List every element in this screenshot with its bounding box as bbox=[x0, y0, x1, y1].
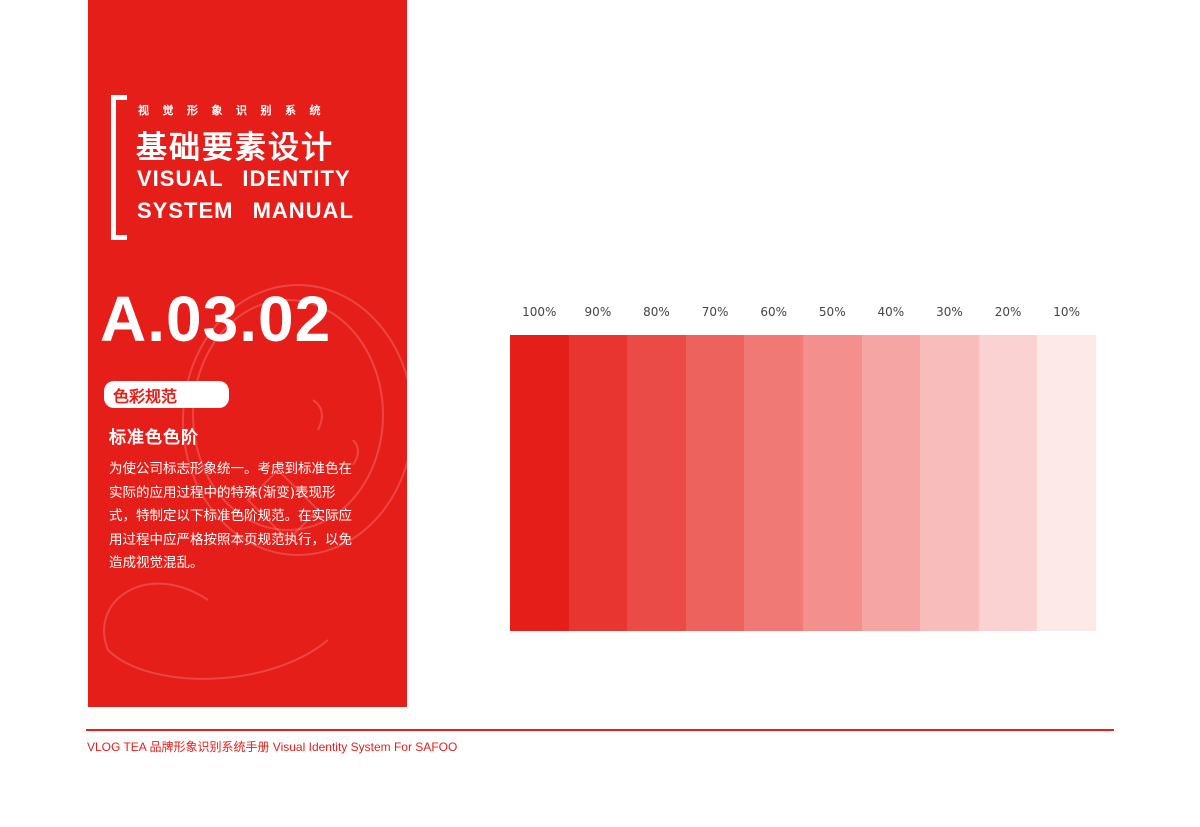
tint-labels: 100% 90% 80% 70% 60% 50% 40% 30% 20% 10% bbox=[510, 305, 1096, 319]
tint-label: 20% bbox=[994, 305, 1022, 319]
tint-swatches bbox=[510, 335, 1096, 631]
tint-label: 10% bbox=[1053, 305, 1080, 319]
section-code: A.03.02 bbox=[100, 283, 332, 355]
tint-swatch bbox=[744, 335, 803, 631]
tint-label: 50% bbox=[818, 305, 846, 319]
title-english-line-2: SYSTEM MANUAL bbox=[137, 198, 354, 223]
red-side-panel: 视觉形象识别系统 基础要素设计 VISUAL IDENTITY SYSTEM M… bbox=[88, 0, 407, 707]
subtitle: 视觉形象识别系统 bbox=[138, 104, 334, 117]
bracket-decoration bbox=[111, 95, 127, 240]
section-heading: 标准色色阶 bbox=[109, 428, 199, 448]
tint-label: 30% bbox=[936, 305, 963, 319]
title-chinese: 基础要素设计 bbox=[136, 130, 334, 166]
section-description: 为使公司标志形象统一。考虑到标准色在实际的应用过程中的特殊(渐变)表现形式，特制… bbox=[109, 461, 352, 571]
tint-label: 80% bbox=[643, 305, 670, 319]
footer-rule bbox=[86, 729, 1114, 731]
section-tag: 色彩规范 bbox=[104, 381, 229, 408]
tint-swatch bbox=[1037, 335, 1096, 631]
tint-swatch bbox=[861, 335, 921, 631]
tint-swatch bbox=[685, 335, 745, 631]
teacup-watermark-illustration bbox=[103, 284, 407, 680]
tint-swatch bbox=[978, 335, 1038, 631]
tint-label: 70% bbox=[701, 305, 729, 319]
tint-label: 100% bbox=[522, 305, 557, 319]
tint-label: 60% bbox=[760, 305, 787, 319]
tint-swatch bbox=[627, 335, 686, 631]
tint-swatch bbox=[920, 335, 979, 631]
tint-label: 40% bbox=[877, 305, 905, 319]
tint-swatch bbox=[568, 335, 628, 631]
tint-swatch bbox=[802, 335, 862, 631]
footer-text: VLOG TEA 品牌形象识别系统手册 Visual Identity Syst… bbox=[87, 740, 458, 754]
title-english-line-1: VISUAL IDENTITY bbox=[137, 166, 351, 191]
tint-swatch bbox=[510, 335, 569, 631]
tint-label: 90% bbox=[584, 305, 612, 319]
